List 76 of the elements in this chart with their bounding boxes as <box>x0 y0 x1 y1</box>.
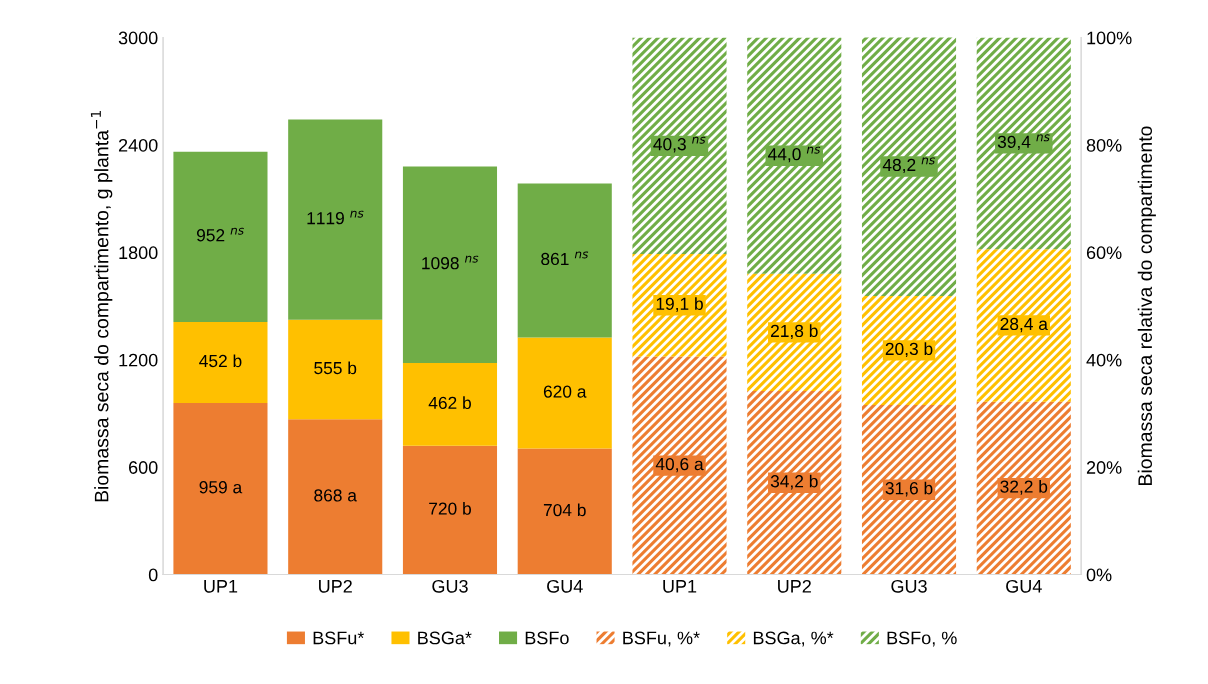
x-tick-label: GU3 <box>891 579 927 593</box>
legend-label: BSFu* <box>313 631 365 645</box>
bar <box>402 166 498 364</box>
y-tick-label: 1200 <box>119 353 158 367</box>
y-tick-label: 2400 <box>118 138 158 152</box>
bar <box>632 37 727 255</box>
data-label: 48,2 $^{ns}$ <box>882 157 935 174</box>
data-label: 21,8 b <box>771 324 818 340</box>
data-label: 31,6 b <box>885 481 933 497</box>
y2-tick-label: 20% <box>1086 461 1122 474</box>
bar <box>976 249 1071 402</box>
legend-label: BSFo <box>525 631 569 645</box>
bar <box>517 183 612 338</box>
bar <box>747 37 842 274</box>
bar <box>632 356 727 575</box>
x-tick-label: UP2 <box>319 579 352 593</box>
x-tick-label: GU4 <box>547 579 583 593</box>
data-label: 28,4 a <box>1000 317 1048 333</box>
legend-label: BSFo, % <box>887 631 957 647</box>
bar <box>747 273 842 391</box>
bar <box>173 402 268 575</box>
data-label: 620 a <box>543 385 587 398</box>
data-label: 40,3 $^{ns}$ <box>653 136 706 153</box>
data-label: 704 b <box>543 503 586 517</box>
bar <box>402 445 498 575</box>
data-label: 452 b <box>199 354 242 368</box>
bar <box>976 37 1071 250</box>
bar <box>517 448 612 575</box>
y2-tick-label: 80% <box>1086 138 1122 152</box>
data-label: 39,4 $^{ns}$ <box>997 134 1050 151</box>
bar <box>632 254 727 357</box>
bar <box>517 337 612 449</box>
bar <box>976 401 1071 575</box>
legend-label: BSFu, %* <box>623 631 700 647</box>
data-label: 44,0 $^{ns}$ <box>768 146 821 163</box>
bar <box>861 404 957 575</box>
bar <box>288 419 383 575</box>
bar <box>173 151 268 323</box>
x-tick-label: UP2 <box>778 579 811 593</box>
y2-axis-title: Biomassa seca relativa do compartimento <box>1137 126 1156 485</box>
data-label: 1119 $^{ns}$ <box>307 210 364 225</box>
bar <box>173 322 268 403</box>
y2-tick-label: 100% <box>1087 31 1132 45</box>
x-tick-label: GU3 <box>432 579 468 593</box>
y2-tick-label: 60% <box>1086 246 1122 260</box>
bar <box>861 37 957 296</box>
data-label: 952 $^{ns}$ <box>196 227 244 242</box>
data-label: 868 a <box>314 489 357 502</box>
y-tick-label: 1800 <box>119 246 158 260</box>
data-label: 462 b <box>428 396 471 410</box>
x-tick-label: UP1 <box>204 580 238 593</box>
bar <box>861 295 957 405</box>
y-tick-label: 600 <box>129 461 158 474</box>
data-label: 555 b <box>314 361 357 375</box>
data-label: 861 $^{ns}$ <box>541 251 589 266</box>
data-label: 20,3 b <box>885 342 933 358</box>
data-label: 34,2 b <box>770 474 818 490</box>
x-tick-label: UP1 <box>663 580 697 593</box>
x-tick-label: GU4 <box>1006 579 1042 593</box>
y-tick-label: 0 <box>148 568 158 582</box>
bar <box>288 319 383 420</box>
y2-tick-label: 40% <box>1086 353 1122 367</box>
data-label: 720 b <box>429 502 471 515</box>
y-tick-label: 3000 <box>118 31 158 45</box>
bar <box>402 363 498 446</box>
data-label: 40,6 a <box>655 457 704 473</box>
data-label: 959 a <box>199 481 243 494</box>
bar <box>747 390 842 575</box>
legend-label: BSGa* <box>418 631 472 645</box>
data-label: 19,1 b <box>656 297 703 312</box>
bar <box>288 119 383 320</box>
data-label: 1098 $^{ns}$ <box>422 255 479 270</box>
y2-tick-label: 0% <box>1086 568 1112 582</box>
legend-label: BSGa, %* <box>753 631 834 647</box>
y-axis-title: Biomassa seca do compartimento, g planta$^{−1}$ <box>90 111 113 502</box>
data-label: 32,2 b <box>1000 480 1048 495</box>
